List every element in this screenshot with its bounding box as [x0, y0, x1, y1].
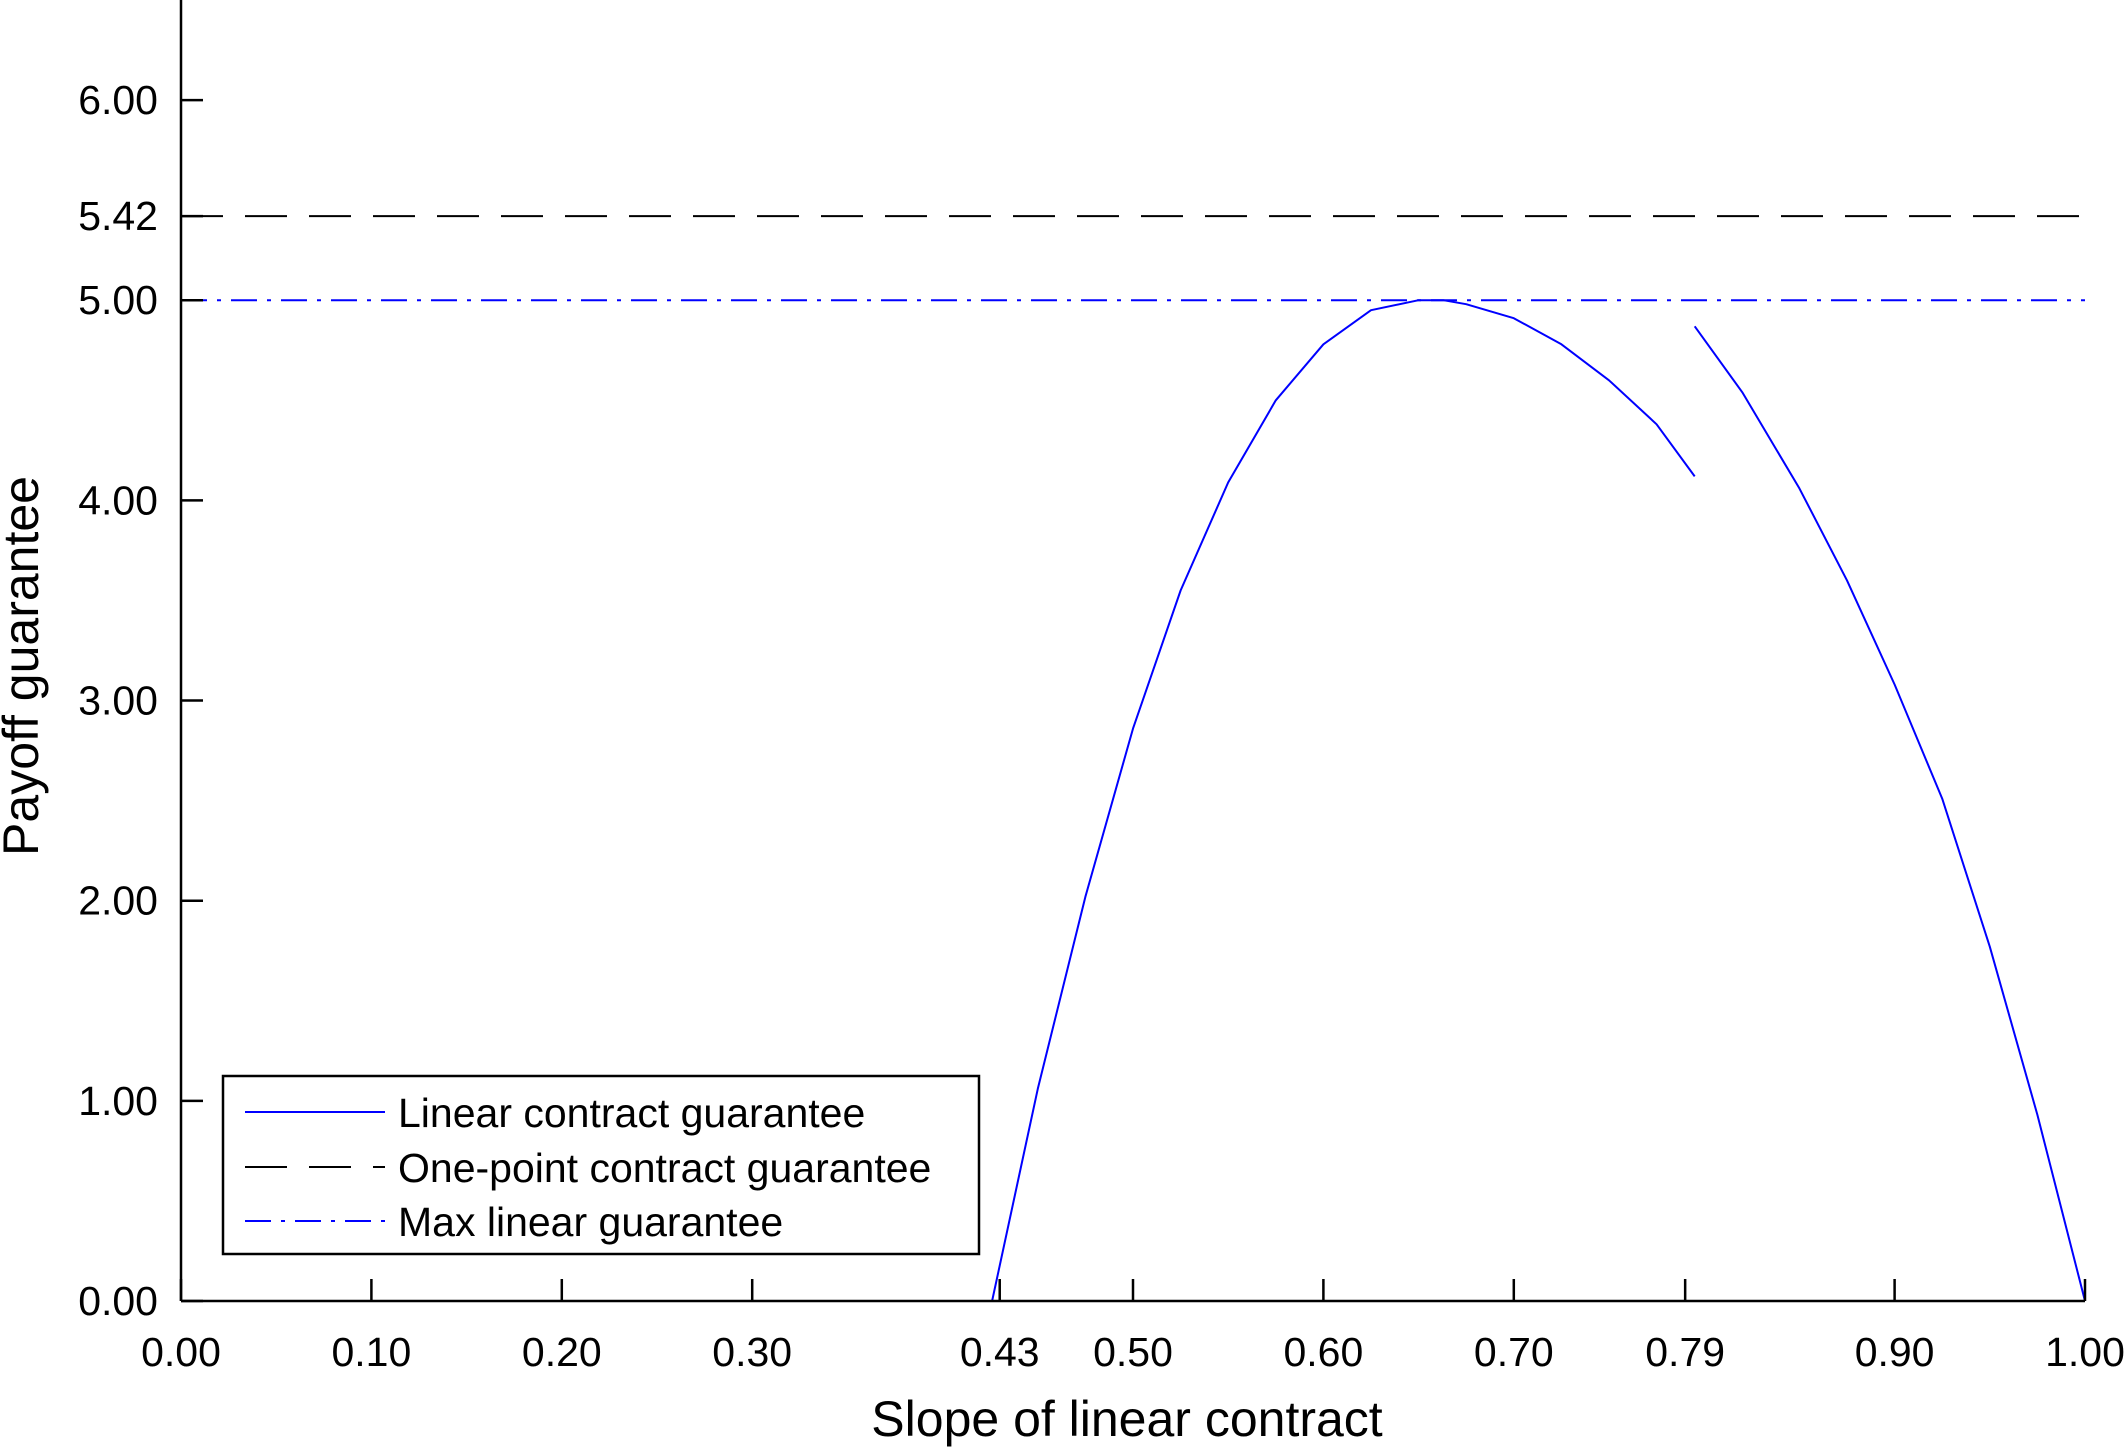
x-tick-label: 0.70 [1474, 1329, 1554, 1375]
x-tick-label: 0.60 [1283, 1329, 1363, 1375]
y-tick-label: 5.00 [78, 277, 158, 323]
y-tick-label: 4.00 [78, 477, 158, 523]
x-tick-label: 0.43 [960, 1329, 1040, 1375]
x-tick-label: 0.10 [331, 1329, 411, 1375]
y-tick-label: 5.42 [78, 193, 158, 239]
axes [179, 0, 2087, 1303]
x-axis-title: Slope of linear contract [871, 1391, 1383, 1447]
y-tick-label: 0.00 [78, 1278, 158, 1324]
series-linear-contract-line-segment-2 [1693, 325, 2086, 1302]
x-tick-label: 0.00 [141, 1329, 221, 1375]
legend-box [221, 1074, 981, 1256]
x-tick-label: 0.20 [522, 1329, 602, 1375]
plot-lines [181, 215, 2086, 1302]
y-axis-title: Payoff guarantee [0, 476, 49, 856]
legend-label-max-linear: Max linear guarantee [398, 1199, 783, 1245]
y-tick-label: 2.00 [78, 878, 158, 924]
y-tick-label: 1.00 [78, 1078, 158, 1124]
y-tick-label: 3.00 [78, 678, 158, 724]
tick-labels: 0.00 0.10 0.20 0.30 0.43 0.50 0.60 0.70 0.79 0.90… [78, 77, 2125, 1375]
legend-label-linear: Linear contract guarantee [398, 1090, 865, 1136]
x-tick-label: 0.79 [1645, 1329, 1725, 1375]
legend-label-one-point: One-point contract guarantee [398, 1145, 931, 1191]
y-tick-label: 6.00 [78, 77, 158, 123]
x-tick-label: 0.50 [1093, 1329, 1173, 1375]
x-tick-label: 0.30 [712, 1329, 792, 1375]
x-tick-label: 1.00 [2045, 1329, 2125, 1375]
series-linear-contract-line-segment-1 [991, 299, 1696, 1302]
legend: Linear contract guarantee One-point cont… [221, 1074, 981, 1256]
x-tick-label: 0.90 [1855, 1329, 1935, 1375]
